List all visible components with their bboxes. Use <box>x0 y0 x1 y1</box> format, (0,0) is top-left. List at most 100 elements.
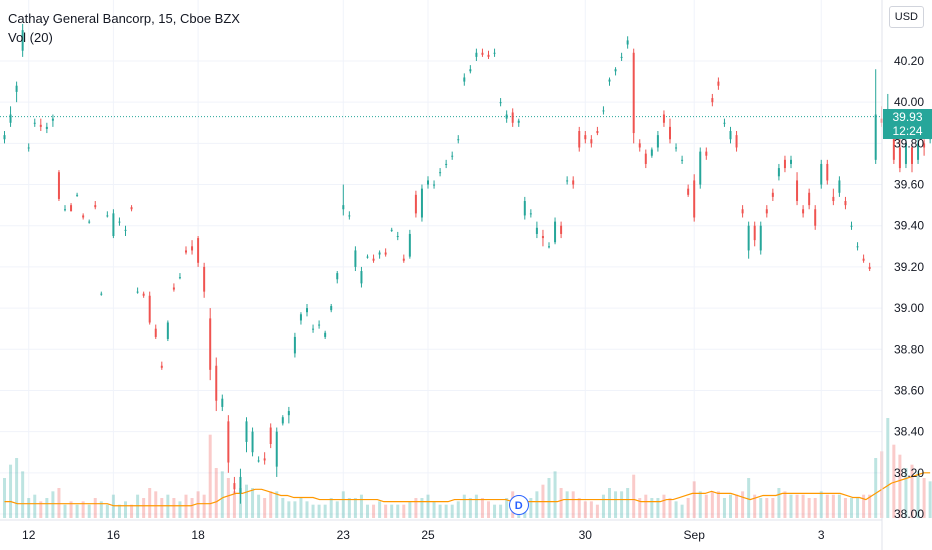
candle-body <box>154 328 157 337</box>
candle <box>312 324 315 333</box>
candle <box>239 468 242 504</box>
candle-body <box>475 52 478 57</box>
candle <box>765 205 768 218</box>
volume-bar <box>759 498 763 518</box>
price-axis[interactable]: 38.00 38.20 38.40 38.60 38.80 39.00 39.20 39.40… <box>894 54 924 521</box>
candle <box>227 415 230 473</box>
candle <box>759 221 762 255</box>
volume-bar <box>372 504 376 518</box>
candle <box>324 330 327 339</box>
volume-bar <box>99 501 103 518</box>
candle <box>396 231 399 241</box>
candle-body <box>306 308 308 313</box>
last-price-value: 39.93 <box>892 109 923 124</box>
volume-bar <box>904 468 908 518</box>
volume-bar <box>105 504 109 518</box>
volume-bar <box>190 498 194 518</box>
symbol-title[interactable]: Cathay General Bancorp, 15, Cboe BZX <box>8 11 240 26</box>
candle <box>45 122 48 134</box>
candle-body <box>239 476 242 494</box>
candle-body <box>39 124 42 127</box>
y-tick-label: 38.60 <box>894 383 924 397</box>
candle-body <box>106 215 109 217</box>
candle <box>451 151 454 160</box>
volume-bar <box>771 498 775 518</box>
candle <box>275 427 278 477</box>
candle <box>124 225 127 237</box>
dividend-event-badge[interactable]: D <box>508 495 529 515</box>
y-tick-label: 38.40 <box>894 425 924 439</box>
candle-body <box>414 194 417 214</box>
candle-body <box>844 201 847 206</box>
volume-bar <box>910 464 914 518</box>
candle <box>51 114 54 127</box>
candle-body <box>209 318 212 370</box>
candle <box>330 303 333 313</box>
volume-bar <box>777 488 781 518</box>
candle <box>414 190 417 218</box>
candle <box>215 357 218 412</box>
volume-bar <box>583 501 587 518</box>
candle-body <box>729 131 732 140</box>
candle-body <box>94 205 97 208</box>
volume-bar <box>626 488 630 518</box>
volume-bar <box>335 501 339 518</box>
candle-body <box>427 180 429 185</box>
candle-body <box>354 250 357 267</box>
candle <box>771 188 774 202</box>
volume-bar <box>650 498 654 518</box>
candle <box>306 303 308 317</box>
candle <box>203 262 206 298</box>
candle-body <box>251 431 254 453</box>
candle <box>560 221 563 239</box>
candle-body <box>451 155 454 157</box>
candle-body <box>27 147 30 149</box>
x-tick-label: 3 <box>818 528 825 542</box>
volume-bar <box>620 491 624 518</box>
candle-body <box>21 30 24 51</box>
volume-bar <box>281 498 285 518</box>
candle-body <box>644 153 647 164</box>
candle-body <box>118 221 121 223</box>
candle-body <box>396 236 399 238</box>
volume-indicator-label[interactable]: Vol (20) <box>8 30 53 45</box>
candle <box>578 126 581 152</box>
candle <box>178 273 181 280</box>
volume-bar <box>801 494 805 518</box>
candle-body <box>82 215 85 218</box>
volume-bar <box>692 481 696 518</box>
y-tick-label: 40.20 <box>894 54 924 68</box>
volume-bar <box>729 494 732 518</box>
candle-body <box>178 277 181 279</box>
volume-bar <box>559 488 563 518</box>
candle-body <box>469 69 472 72</box>
time-axis[interactable]: 12 16 18 23 25 30 Sep 3 <box>22 528 825 542</box>
candle-body <box>481 52 484 55</box>
candle-body <box>662 114 665 123</box>
candle-body <box>535 227 538 234</box>
candle-body <box>669 126 671 140</box>
candle <box>366 254 369 259</box>
legend-block: Cathay General Bancorp, 15, Cboe BZX Vol… <box>8 9 240 47</box>
volume-bar <box>680 504 684 518</box>
volume-bar <box>862 494 866 518</box>
volume-bar <box>353 498 357 518</box>
candle <box>257 456 260 463</box>
volume-bar <box>571 491 575 518</box>
candle <box>142 291 145 298</box>
candle <box>650 147 653 158</box>
volume-bar <box>783 491 787 518</box>
volume-bar <box>747 478 751 518</box>
candle-body <box>112 213 115 237</box>
volume-bar <box>608 488 611 518</box>
volume-bar <box>220 471 224 518</box>
volume-bar <box>589 501 593 518</box>
candle <box>402 254 405 263</box>
volume-bar <box>868 494 872 518</box>
volume-bar <box>130 504 134 518</box>
candle-body <box>342 205 345 210</box>
volume-bar <box>547 478 551 518</box>
candle-body <box>336 273 339 280</box>
currency-button[interactable]: USD <box>888 6 924 28</box>
